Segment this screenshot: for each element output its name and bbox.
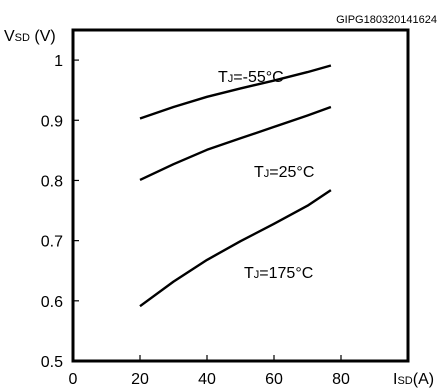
series-label: TJ=25°C <box>254 164 314 181</box>
series-line <box>139 189 332 308</box>
x-tick-label: 0 <box>69 371 78 388</box>
x-axis-title: ISD(A) <box>393 371 434 388</box>
series-line <box>139 64 332 120</box>
series-lines <box>139 64 332 308</box>
y-tick-label: 0.7 <box>41 234 63 251</box>
x-tick-label: 60 <box>265 371 283 388</box>
series-label: TJ=-55°C <box>218 69 284 86</box>
x-tick-label: 80 <box>332 371 350 388</box>
y-tick-label: 1 <box>54 53 63 70</box>
figure-code: GIPG180320141624 <box>336 14 437 26</box>
y-axis-title: VSD (V) <box>4 28 56 45</box>
series-line <box>139 105 332 181</box>
series-labels: TJ=-55°C TJ=25°C TJ=175°C <box>218 69 314 282</box>
y-tick-label: 0.9 <box>41 113 63 130</box>
y-ticks: 0.5 0.6 0.7 0.8 0.9 1 <box>41 53 79 371</box>
plot-frame <box>71 28 410 363</box>
series-label: TJ=175°C <box>244 265 313 282</box>
y-tick-label: 0.6 <box>41 294 63 311</box>
x-tick-label: 20 <box>131 371 149 388</box>
x-ticks: 0 20 40 60 80 <box>69 355 350 388</box>
y-tick-label: 0.8 <box>41 173 63 190</box>
x-tick-label: 40 <box>198 371 216 388</box>
y-tick-label: 0.5 <box>41 354 63 371</box>
